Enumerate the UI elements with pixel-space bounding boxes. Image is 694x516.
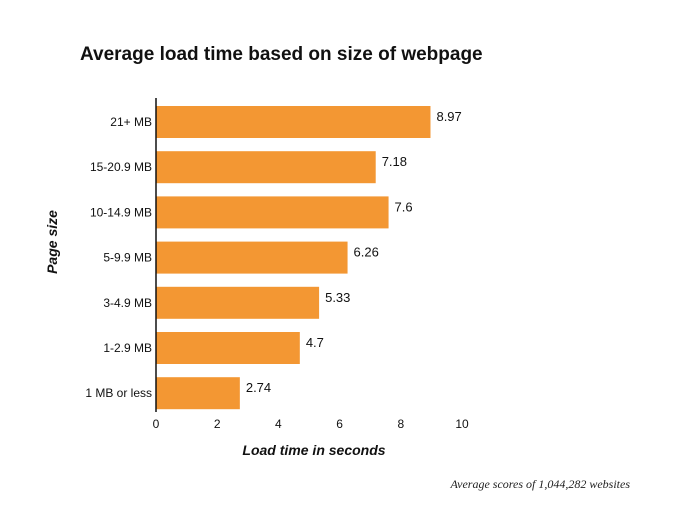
category-label: 3-4.9 MB <box>103 296 152 310</box>
x-axis-title: Load time in seconds <box>242 442 385 458</box>
footnote: Average scores of 1,044,282 websites <box>449 477 630 491</box>
bar <box>156 196 389 229</box>
category-label: 10-14.9 MB <box>90 205 152 219</box>
value-label: 4.7 <box>306 335 324 350</box>
value-label: 8.97 <box>436 109 461 124</box>
x-tick-label: 4 <box>275 417 282 431</box>
bar <box>156 241 348 274</box>
bar <box>156 106 431 138</box>
bar <box>156 286 320 319</box>
category-label: 15-20.9 MB <box>90 160 152 174</box>
category-label: 5-9.9 MB <box>103 251 152 265</box>
value-label: 6.26 <box>354 245 379 260</box>
x-tick-label: 0 <box>153 417 160 431</box>
value-label: 7.18 <box>382 154 407 169</box>
chart-title: Average load time based on size of webpa… <box>80 44 483 65</box>
value-label: 5.33 <box>325 290 350 305</box>
x-tick-label: 6 <box>336 417 343 431</box>
x-tick-label: 2 <box>214 417 221 431</box>
x-tick-labels: 0 2 4 6 8 10 <box>153 417 469 431</box>
value-label: 7.6 <box>395 199 413 214</box>
bars-group <box>156 106 431 410</box>
value-label: 2.74 <box>246 380 271 395</box>
value-labels: 8.97 7.18 7.6 6.26 5.33 4.7 2.74 <box>246 109 462 395</box>
category-labels: 21+ MB 15-20.9 MB 10-14.9 MB 5-9.9 MB 3-4.9 … <box>85 115 152 400</box>
x-tick-label: 10 <box>455 417 469 431</box>
category-label: 1-2.9 MB <box>103 341 152 355</box>
y-axis-title: Page size <box>44 210 60 274</box>
bar <box>156 377 240 410</box>
category-label: 21+ MB <box>110 115 152 129</box>
x-tick-label: 8 <box>397 417 404 431</box>
bar <box>156 332 300 364</box>
bar <box>156 151 376 184</box>
category-label: 1 MB or less <box>85 386 152 400</box>
